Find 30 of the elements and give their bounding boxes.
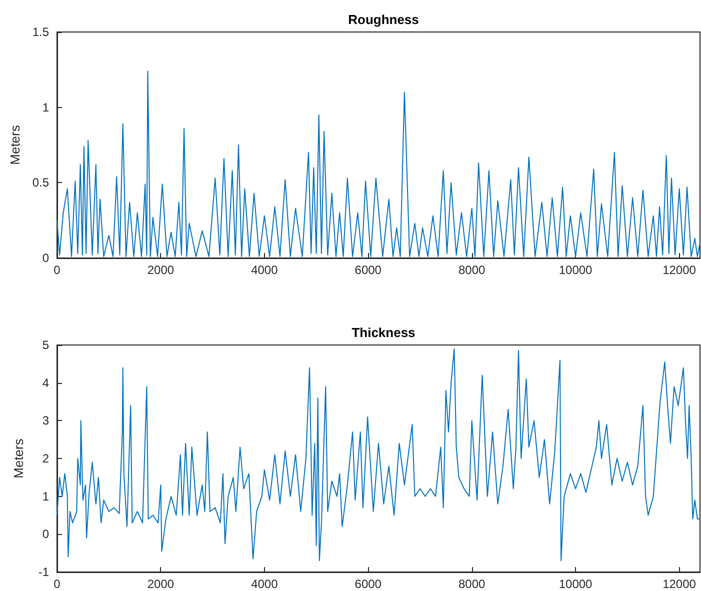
y-tick-label: 2 xyxy=(42,452,50,466)
x-tick-label: 8000 xyxy=(458,263,486,277)
y-axis-title: Meters xyxy=(7,124,22,165)
chart-title: Roughness xyxy=(348,12,419,27)
y-tick-label: 4 xyxy=(42,376,50,390)
y-tick-label: 5 xyxy=(42,338,50,352)
x-tick-label: 6000 xyxy=(354,263,382,277)
y-tick-label: 3 xyxy=(42,414,50,428)
y-tick-label: -1 xyxy=(38,565,50,579)
x-tick-label: 12000 xyxy=(662,577,696,591)
y-tick-label: 1.5 xyxy=(32,25,50,39)
x-tick-label: 0 xyxy=(54,577,61,591)
x-tick-label: 4000 xyxy=(251,577,278,591)
y-tick-label: 0 xyxy=(42,251,50,265)
y-tick-label: 1 xyxy=(42,489,50,504)
chart-title: Thickness xyxy=(352,325,416,340)
y-axis-title: Meters xyxy=(11,438,26,478)
x-tick-label: 8000 xyxy=(458,577,486,591)
x-tick-label: 2000 xyxy=(147,577,174,591)
y-tick-label: 0.5 xyxy=(32,176,50,190)
x-tick-label: 4000 xyxy=(251,263,278,277)
x-tick-label: 10000 xyxy=(558,577,593,591)
x-tick-label: 12000 xyxy=(662,263,696,277)
x-tick-label: 2000 xyxy=(147,263,174,277)
y-tick-label: 0 xyxy=(42,527,50,542)
x-tick-label: 10000 xyxy=(558,263,593,277)
y-tick-label: 1 xyxy=(42,100,50,114)
x-tick-label: 6000 xyxy=(354,577,382,591)
line-series xyxy=(56,348,700,562)
x-tick-label: 0 xyxy=(54,263,61,277)
